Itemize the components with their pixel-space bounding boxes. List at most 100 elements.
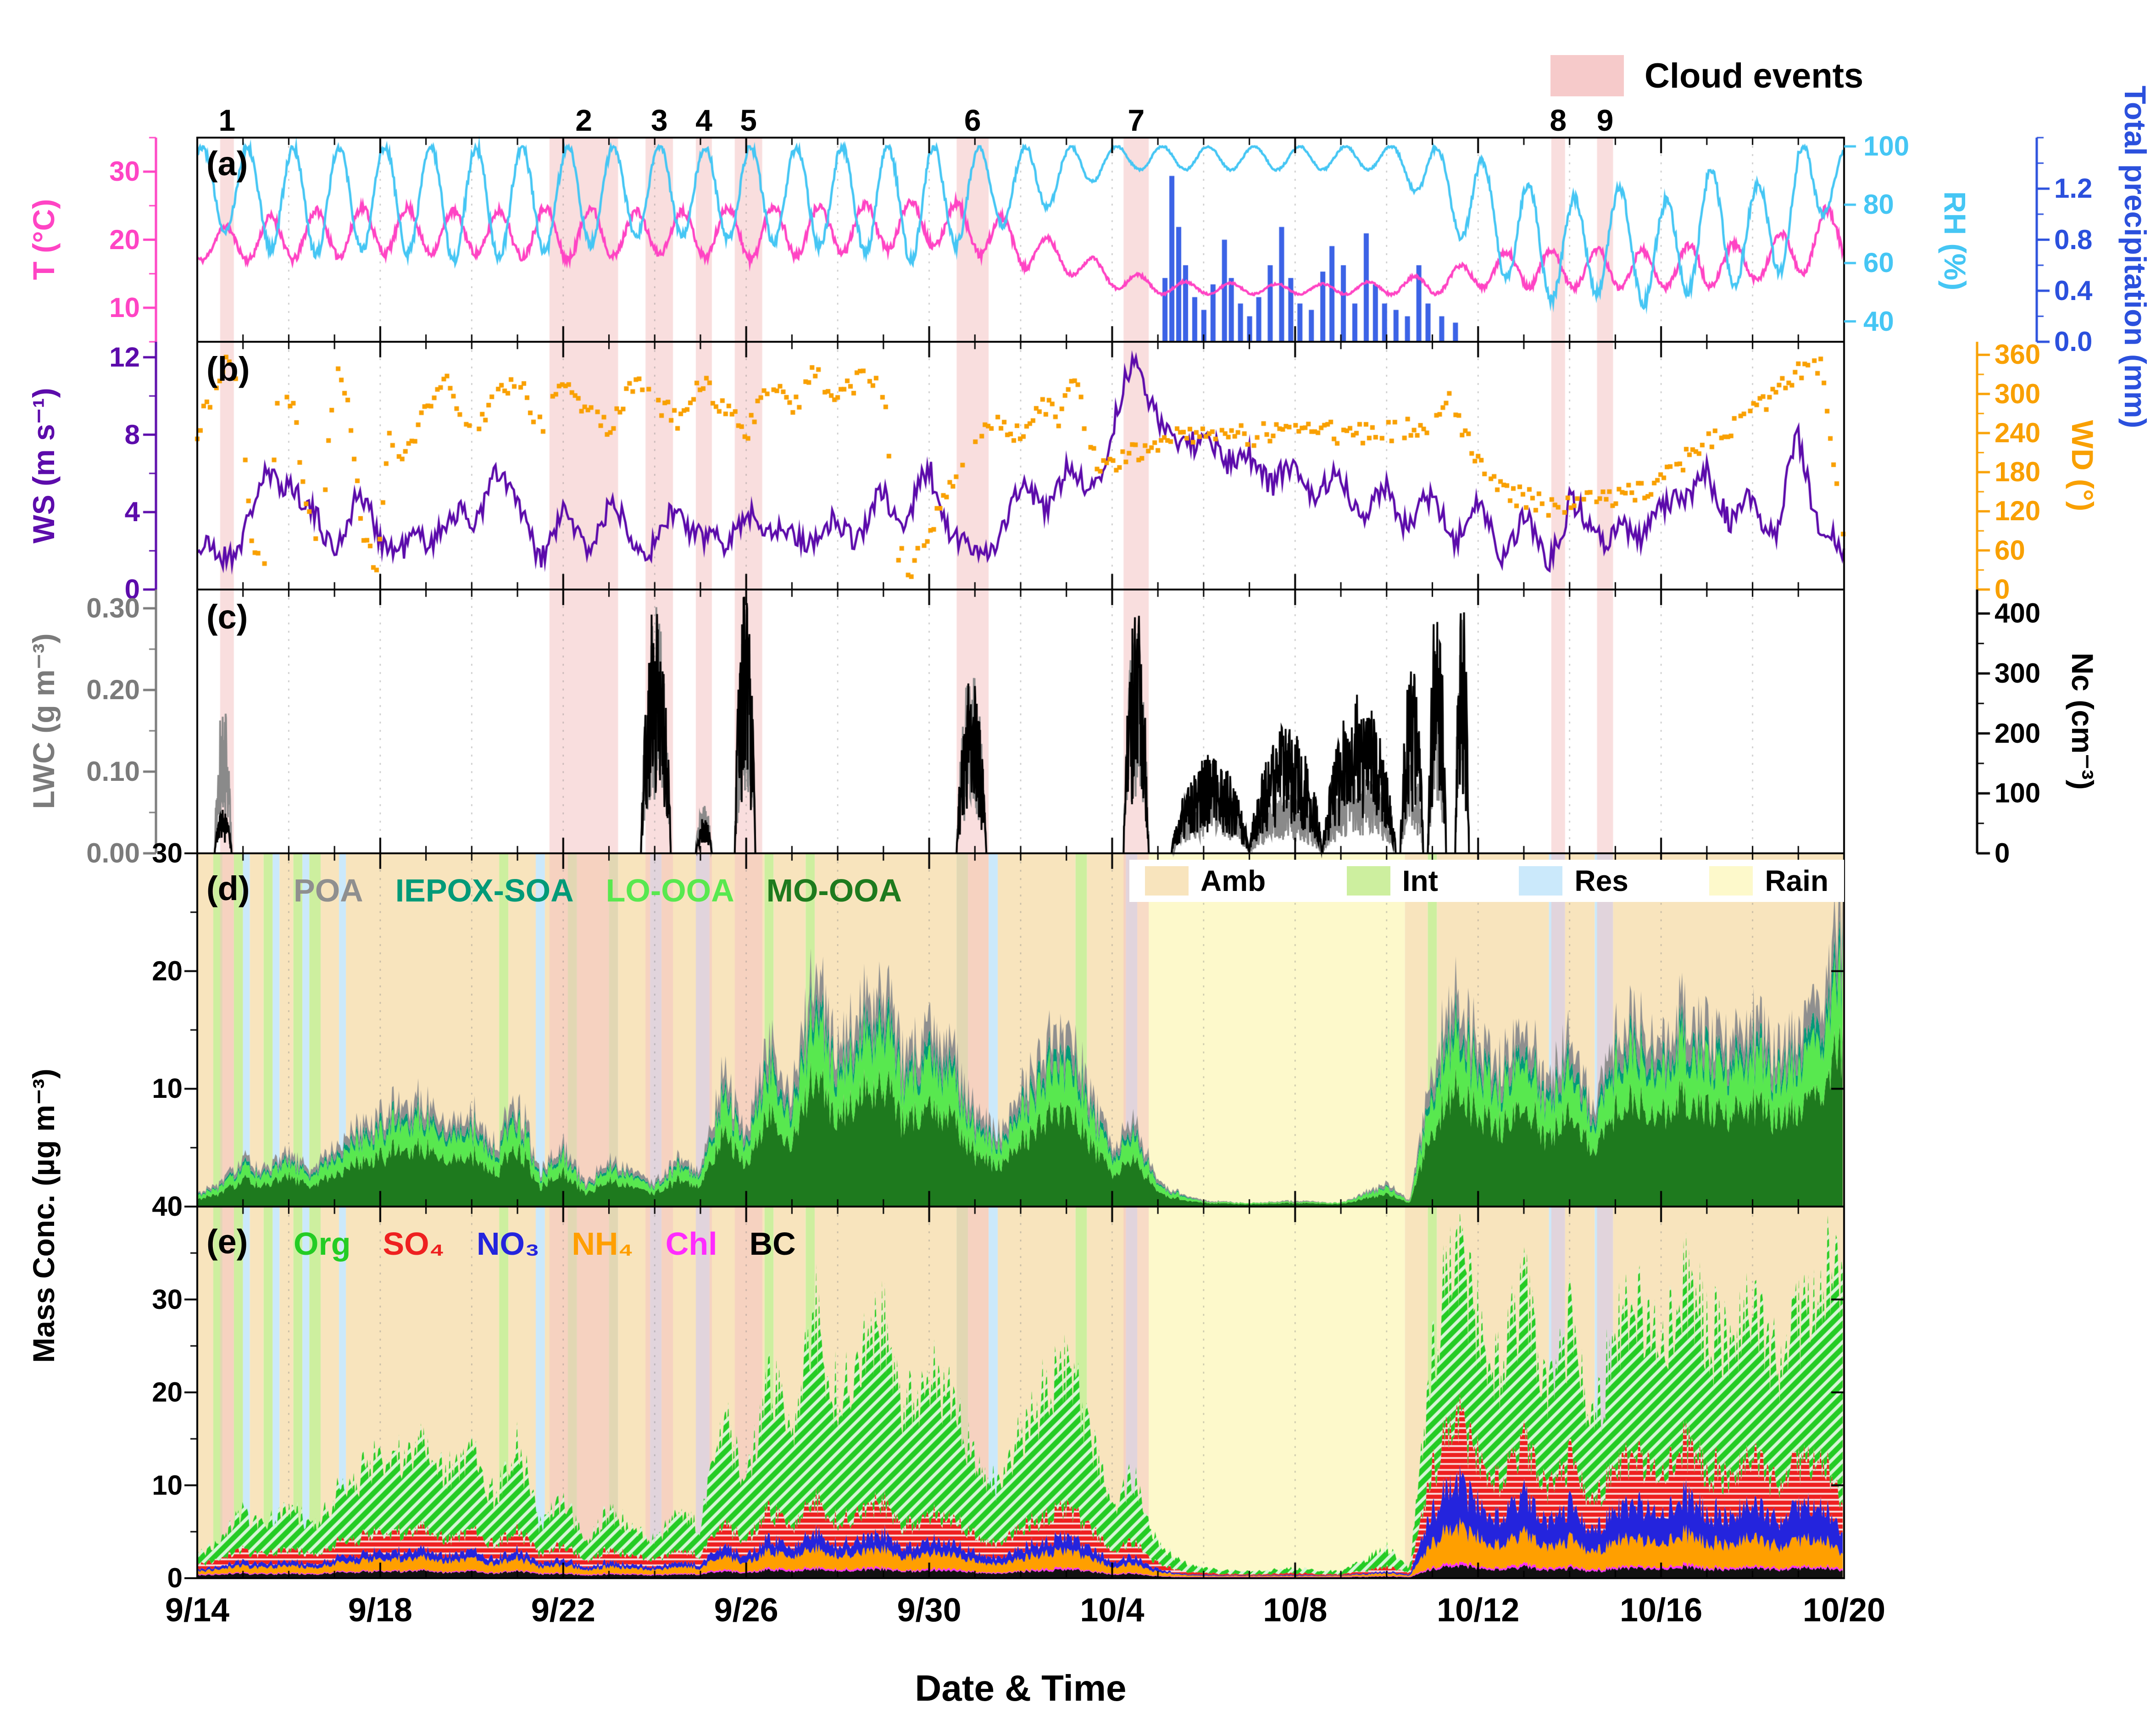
panel-d-species-legend-item: MO-OOA xyxy=(766,873,902,908)
y-tick-label: 300 xyxy=(1995,657,2041,689)
y-tick-label: 30 xyxy=(109,156,140,187)
y-tick-label: 100 xyxy=(1995,778,2041,809)
y-tick-label: 4 xyxy=(124,496,140,528)
panel-e-species-legend-item: NO₃ xyxy=(476,1226,540,1262)
panel-e-species-legend-item: SO₄ xyxy=(383,1226,445,1262)
y-tick-label: 12 xyxy=(109,341,140,373)
x-tick-label: 10/4 xyxy=(1080,1592,1145,1629)
surface-type-swatch xyxy=(1346,866,1390,896)
y-tick-label: 0 xyxy=(167,1191,183,1222)
y-tick-label: 20 xyxy=(109,224,140,255)
wind-speed-axis-title: WS (m s⁻¹) xyxy=(27,388,61,544)
surface-type-swatch xyxy=(1709,866,1753,896)
cloud-event-number: 6 xyxy=(964,103,981,137)
surface-type-label: Int xyxy=(1402,864,1438,897)
x-tick-label: 9/18 xyxy=(348,1592,412,1629)
panel-c-label: (c) xyxy=(206,598,248,636)
panel-e-label: (e) xyxy=(206,1223,248,1261)
panel-e-species-legend-item: NH₄ xyxy=(572,1226,633,1262)
y-tick-label: 360 xyxy=(1995,339,2041,370)
panel-d-species-legend-item: IEPOX-SOA xyxy=(395,873,574,908)
temperature-axis-title: T (°C) xyxy=(27,199,61,280)
cloud-events-label: Cloud events xyxy=(1645,56,1864,95)
y-tick-label: 40 xyxy=(152,1191,183,1222)
nc-axis-title: Nc (cm⁻³) xyxy=(2066,652,2100,790)
surface-type-item: Rain xyxy=(1709,866,1828,896)
cloud-event-number: 4 xyxy=(695,103,712,137)
x-tick-label: 9/26 xyxy=(714,1592,778,1629)
y-tick-label: 0.00 xyxy=(86,838,140,868)
x-tick-label: 10/8 xyxy=(1263,1592,1328,1629)
x-tick-label: 9/30 xyxy=(897,1592,961,1629)
y-tick-label: 40 xyxy=(1863,306,1894,337)
y-tick-label: 240 xyxy=(1995,417,2041,448)
y-tick-label: 100 xyxy=(1863,131,1910,162)
y-tick-label: 0.8 xyxy=(2054,224,2093,255)
surface-type-label: Res xyxy=(1574,864,1628,897)
panel-d-species-legend-item: POA xyxy=(294,873,363,908)
x-tick-label: 9/14 xyxy=(165,1592,230,1629)
cloud-events-legend: Cloud events xyxy=(1550,55,1863,96)
surface-type-label: Rain xyxy=(1765,864,1828,897)
cloud-event-number: 3 xyxy=(650,103,668,137)
cloud-events-swatch xyxy=(1550,55,1624,96)
y-tick-label: 300 xyxy=(1995,378,2041,409)
y-tick-label: 400 xyxy=(1995,598,2041,629)
y-tick-label: 0 xyxy=(1995,574,2010,605)
surface-type-legend: Amb Int Res Rain xyxy=(1129,860,1844,902)
y-tick-label: 1.2 xyxy=(2054,173,2093,204)
y-tick-label: 10 xyxy=(109,292,140,323)
panel-e-species-legend: Org SO₄ NO₃ NH₄ Chl BC xyxy=(294,1228,796,1260)
surface-type-item: Res xyxy=(1519,866,1628,896)
y-tick-label: 0.30 xyxy=(86,592,140,623)
panel-a-label: (a) xyxy=(206,145,248,183)
y-tick-label: 8 xyxy=(124,419,140,450)
surface-type-swatch xyxy=(1519,866,1563,896)
panel-e-species-legend-item: BC xyxy=(749,1226,796,1262)
y-tick-label: 80 xyxy=(1863,189,1894,220)
y-tick-label: 10 xyxy=(152,1073,183,1104)
wind-direction-axis-title: WD (°) xyxy=(2066,420,2100,512)
panel-e-species-legend-item: Chl xyxy=(665,1226,717,1262)
lwc-axis-title: LWC (g m⁻³) xyxy=(27,633,61,809)
x-tick-label: 10/12 xyxy=(1437,1592,1520,1629)
y-tick-label: 30 xyxy=(152,838,183,868)
y-tick-label: 20 xyxy=(152,955,183,986)
y-tick-label: 120 xyxy=(1995,495,2041,527)
y-tick-label: 0 xyxy=(167,1563,183,1593)
y-tick-label: 60 xyxy=(1863,247,1894,278)
rh-axis-title: RH (%) xyxy=(1938,191,1972,291)
panel-d-species-legend: POA IEPOX-SOA LO-OOA MO-OOA xyxy=(294,874,902,907)
panel-e-species-legend-item: Org xyxy=(294,1226,351,1262)
panel-d-label: (d) xyxy=(206,869,250,907)
y-tick-label: 0.10 xyxy=(86,756,140,787)
panel-d-species-legend-item: LO-OOA xyxy=(606,873,734,908)
x-tick-label: 10/16 xyxy=(1620,1592,1703,1629)
x-axis-title: Date & Time xyxy=(915,1668,1127,1708)
y-tick-label: 60 xyxy=(1995,534,2025,566)
x-tick-label: 9/22 xyxy=(531,1592,595,1629)
mass-conc-axis-title: Mass Conc. (µg m⁻³) xyxy=(27,1068,61,1363)
surface-type-label: Amb xyxy=(1200,864,1266,897)
y-tick-label: 30 xyxy=(152,1284,183,1315)
precipitation-axis-title: Total precipitation (mm) xyxy=(2118,85,2152,428)
surface-type-item: Int xyxy=(1346,864,1438,897)
y-tick-label: 0.0 xyxy=(2054,326,2093,357)
y-tick-label: 20 xyxy=(152,1377,183,1408)
surface-type-item: Amb xyxy=(1145,866,1266,896)
cloud-event-number: 1 xyxy=(218,103,236,137)
y-tick-label: 0.20 xyxy=(86,674,140,705)
panel-b-label: (b) xyxy=(206,350,250,388)
y-tick-label: 200 xyxy=(1995,718,2041,749)
cloud-event-number: 2 xyxy=(575,103,592,137)
cloud-event-number: 5 xyxy=(740,103,757,137)
surface-type-swatch xyxy=(1145,866,1189,896)
x-tick-label: 10/20 xyxy=(1802,1592,1886,1629)
y-tick-label: 0 xyxy=(124,574,140,605)
cloud-event-number: 7 xyxy=(1128,103,1145,137)
y-tick-label: 0.4 xyxy=(2054,275,2093,306)
y-tick-label: 10 xyxy=(152,1469,183,1501)
y-tick-label: 180 xyxy=(1995,456,2041,488)
